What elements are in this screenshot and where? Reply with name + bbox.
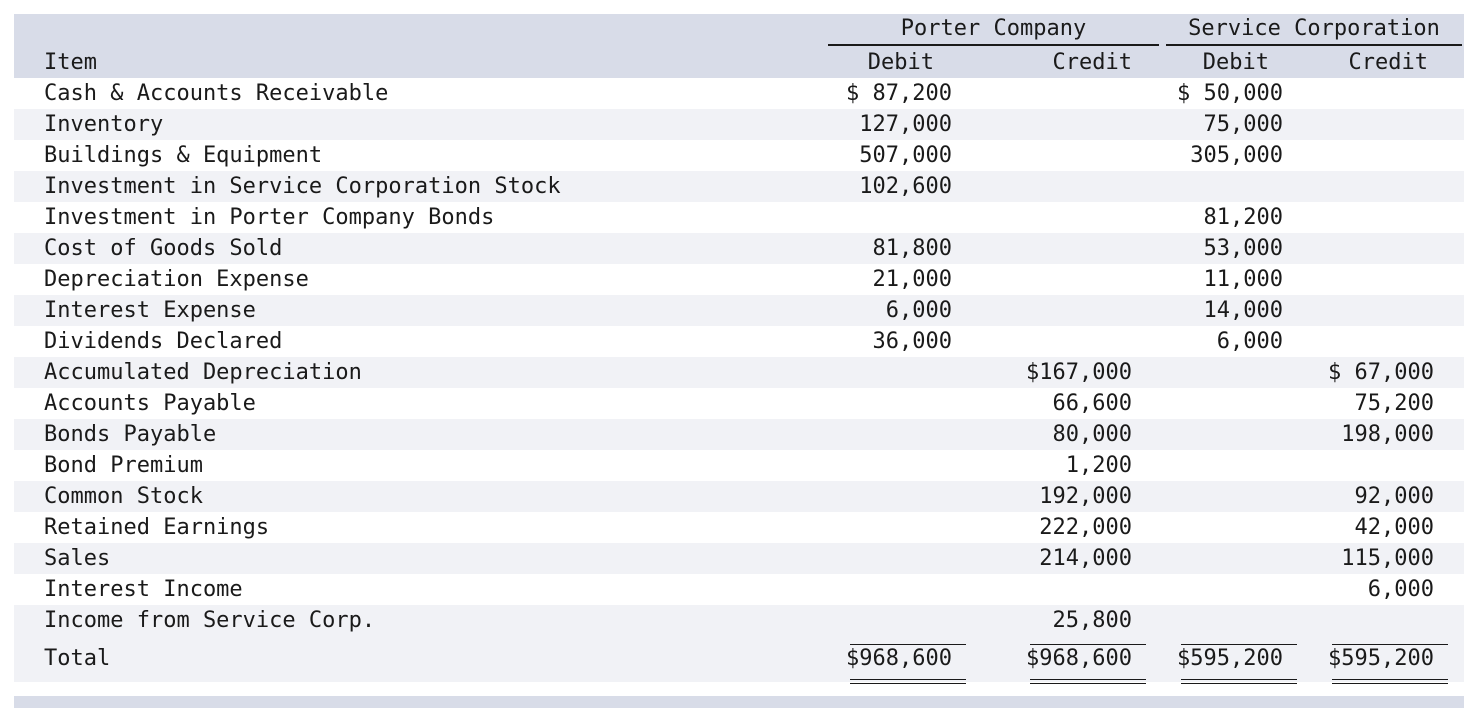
table-row: Buildings & Equipment 507,000 305,000 [14, 140, 1464, 171]
row-porter-debit: $ 87,200 [846, 81, 952, 106]
row-service-debit: 81,200 [1203, 205, 1283, 230]
row-item-label: Interest Expense [44, 298, 256, 323]
row-item-label: Inventory [44, 112, 164, 137]
table-row: Bond Premium 1,200 [14, 450, 1464, 481]
header-group-row: Porter Company Service Corporation [14, 14, 1464, 47]
row-item-label: Bond Premium [44, 453, 203, 478]
header-column-row: Item Debit Credit Debit Credit [14, 47, 1464, 78]
row-porter-credit: $167,000 [1026, 360, 1132, 385]
row-porter-debit: 507,000 [859, 143, 952, 168]
row-item-label: Depreciation Expense [44, 267, 309, 292]
row-service-debit: $ 50,000 [1177, 81, 1283, 106]
row-porter-debit: 81,800 [872, 236, 952, 261]
sum-rule [1181, 644, 1297, 645]
row-item-label: Cost of Goods Sold [44, 236, 283, 261]
row-item-label: Bonds Payable [44, 422, 217, 447]
group-header-service: Service Corporation [1166, 14, 1462, 46]
table-row: Depreciation Expense 21,000 11,000 [14, 264, 1464, 295]
table-row: Investment in Service Corporation Stock 1… [14, 171, 1464, 202]
row-porter-credit: 25,800 [1052, 608, 1132, 633]
row-service-credit: 198,000 [1341, 422, 1434, 447]
row-service-credit: $ 67,000 [1328, 360, 1434, 385]
row-service-debit: 6,000 [1216, 329, 1283, 354]
total-service-debit: $595,200 [1177, 646, 1283, 671]
row-porter-debit: 127,000 [859, 112, 952, 137]
table-row: Accumulated Depreciation $167,000 $ 67,000 [14, 357, 1464, 388]
column-header-item: Item [44, 50, 97, 75]
row-porter-credit: 222,000 [1039, 515, 1132, 540]
table-row: Dividends Declared 36,000 6,000 [14, 326, 1464, 357]
row-porter-credit: 192,000 [1039, 484, 1132, 509]
row-service-debit: 305,000 [1190, 143, 1283, 168]
row-porter-credit: 214,000 [1039, 546, 1132, 571]
table-row: Bonds Payable 80,000 198,000 [14, 419, 1464, 450]
row-service-credit: 115,000 [1341, 546, 1434, 571]
total-row: Total $968,600 $968,600 $595,200 $595,20… [14, 636, 1464, 684]
total-service-credit: $595,200 [1328, 646, 1434, 671]
row-porter-credit: 66,600 [1052, 391, 1132, 416]
table-row: Sales 214,000 115,000 [14, 543, 1464, 574]
table-row: Cost of Goods Sold 81,800 53,000 [14, 233, 1464, 264]
row-porter-debit: 36,000 [872, 329, 952, 354]
row-service-credit: 92,000 [1354, 484, 1434, 509]
column-header-porter-debit: Debit [867, 50, 934, 75]
double-underline [850, 679, 966, 684]
table-row: Investment in Porter Company Bonds 81,200 [14, 202, 1464, 233]
group-header-porter: Porter Company [828, 14, 1159, 46]
row-service-credit: 6,000 [1367, 577, 1434, 602]
row-item-label: Accounts Payable [44, 391, 256, 416]
table-row: Accounts Payable 66,600 75,200 [14, 388, 1464, 419]
table-row: Income from Service Corp. 25,800 [14, 605, 1464, 636]
row-service-debit: 53,000 [1203, 236, 1283, 261]
table-row: Interest Expense 6,000 14,000 [14, 295, 1464, 326]
row-item-label: Common Stock [44, 484, 203, 509]
trial-balance-table: Porter Company Service Corporation Item … [14, 14, 1464, 684]
column-header-porter-credit: Credit [1052, 50, 1132, 75]
table-row: Common Stock 192,000 92,000 [14, 481, 1464, 512]
sum-rule [850, 644, 966, 645]
table-body: Cash & Accounts Receivable $ 87,200 $ 50,0… [14, 78, 1464, 636]
row-service-debit: 75,000 [1203, 112, 1283, 137]
row-item-label: Accumulated Depreciation [44, 360, 362, 385]
double-underline [1181, 679, 1297, 684]
sum-rule [1030, 644, 1146, 645]
table-row: Interest Income 6,000 [14, 574, 1464, 605]
table-row: Inventory 127,000 75,000 [14, 109, 1464, 140]
row-item-label: Interest Income [44, 577, 243, 602]
row-porter-credit: 1,200 [1065, 453, 1132, 478]
row-service-credit: 75,200 [1354, 391, 1434, 416]
row-item-label: Sales [44, 546, 111, 571]
footer-bar [14, 696, 1464, 708]
row-service-debit: 14,000 [1203, 298, 1283, 323]
row-service-debit: 11,000 [1203, 267, 1283, 292]
double-underline [1030, 679, 1146, 684]
total-label: Total [44, 646, 111, 671]
row-porter-debit: 6,000 [885, 298, 952, 323]
column-header-service-credit: Credit [1348, 50, 1428, 75]
row-item-label: Buildings & Equipment [44, 143, 323, 168]
row-service-credit: 42,000 [1354, 515, 1434, 540]
row-porter-debit: 102,600 [859, 174, 952, 199]
row-item-label: Retained Earnings [44, 515, 270, 540]
column-header-service-debit: Debit [1202, 50, 1269, 75]
total-porter-credit: $968,600 [1026, 646, 1132, 671]
row-item-label: Cash & Accounts Receivable [44, 81, 389, 106]
total-porter-debit: $968,600 [846, 646, 952, 671]
row-item-label: Income from Service Corp. [44, 608, 376, 633]
double-underline [1332, 679, 1448, 684]
row-porter-credit: 80,000 [1052, 422, 1132, 447]
row-item-label: Dividends Declared [44, 329, 283, 354]
row-porter-debit: 21,000 [872, 267, 952, 292]
table-row: Retained Earnings 222,000 42,000 [14, 512, 1464, 543]
table-row: Cash & Accounts Receivable $ 87,200 $ 50,0… [14, 78, 1464, 109]
sum-rule [1332, 644, 1448, 645]
row-item-label: Investment in Service Corporation Stock [44, 174, 561, 199]
row-item-label: Investment in Porter Company Bonds [44, 205, 495, 230]
